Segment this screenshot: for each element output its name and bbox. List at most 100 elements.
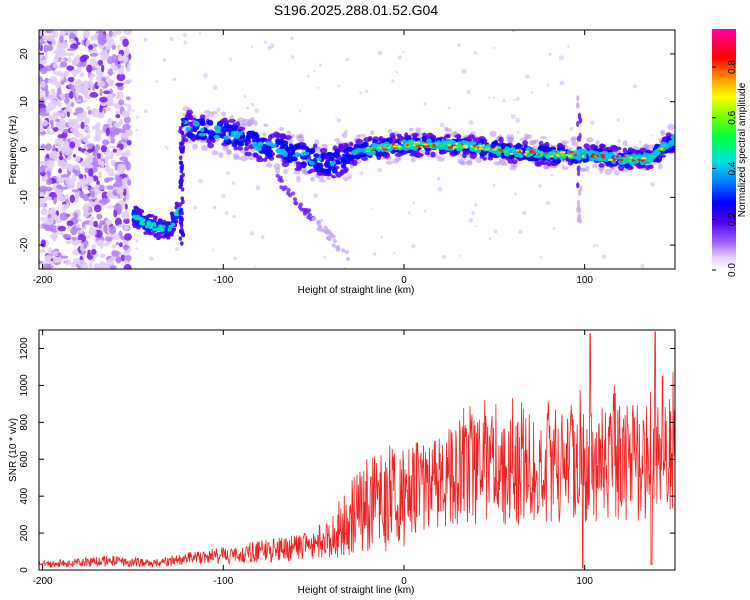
edge-blob: [181, 199, 185, 205]
ridge-core: [530, 149, 534, 152]
ridge-blob: [323, 162, 330, 168]
ridge-blob: [312, 143, 318, 149]
streak-blob: [323, 225, 328, 230]
noise-blob: [45, 88, 49, 97]
sparse-dot: [457, 43, 461, 47]
edge-blob: [181, 123, 185, 128]
ridge-core: [388, 144, 393, 147]
colorbar-gradient: [712, 29, 736, 270]
ridge-core: [409, 141, 415, 144]
ridge-blob: [416, 153, 424, 157]
ridge-blob: [211, 150, 219, 156]
noise-blob: [110, 159, 117, 166]
sparse-dot: [380, 235, 384, 239]
ridge-core: [457, 145, 463, 148]
ridge-blob: [672, 141, 675, 146]
y-tick-label: 200: [19, 524, 30, 541]
snr-frame: [38, 329, 676, 571]
noise-blob: [51, 99, 58, 107]
low-feature-blob: [174, 212, 179, 217]
ridge-blob: [349, 142, 354, 147]
noise-blob: [70, 101, 75, 108]
noise-blob: [55, 118, 60, 123]
noise-blob: [82, 193, 90, 202]
sparse-dot: [411, 244, 416, 249]
ridge-blob: [629, 166, 634, 170]
ridge-blob: [354, 153, 361, 160]
noise-blob: [123, 225, 129, 231]
ridge-core: [448, 142, 452, 145]
ridge-core: [582, 153, 587, 156]
ridge-blob: [294, 152, 300, 158]
noise-blob: [69, 38, 75, 44]
noise-blob: [77, 259, 85, 266]
noise-blob: [59, 73, 68, 78]
ridge-core: [515, 149, 520, 152]
sparse-dot: [545, 201, 550, 205]
sparse-dot: [442, 255, 446, 259]
noise-blob: [39, 202, 45, 208]
noise-blob: [63, 107, 73, 115]
spectrogram-x-label: Height of straight line (km): [298, 285, 415, 296]
ridge-blob: [187, 114, 194, 120]
sparse-dot: [183, 40, 188, 45]
ridge-core: [656, 148, 662, 151]
ridge-blob: [221, 111, 227, 117]
ridge-blob: [355, 147, 363, 153]
ridge-blob: [216, 121, 224, 127]
ridge-core: [546, 155, 549, 158]
streak-blob: [344, 250, 349, 254]
ridge-core: [581, 155, 585, 158]
ridge-blob: [227, 124, 233, 130]
ridge-core: [550, 152, 556, 155]
noise-blob: [60, 80, 65, 85]
ridge-blob: [660, 131, 665, 137]
noise-blob: [40, 131, 47, 135]
noise-blob: [88, 201, 96, 207]
ridge-core: [392, 145, 398, 148]
noise-blob: [123, 264, 132, 269]
noise-blob: [44, 258, 51, 262]
spectrogram-y-label: Frequency (Hz): [8, 116, 19, 185]
noise-blob: [49, 119, 54, 125]
spike-blob: [576, 102, 580, 109]
noise-blob: [123, 250, 130, 256]
ridge-blob: [185, 126, 192, 132]
low-feature-blob: [156, 232, 161, 236]
ridge-core: [647, 159, 651, 162]
sparse-dot: [458, 254, 461, 257]
noise-blob: [99, 105, 103, 113]
sparse-dot: [513, 98, 516, 102]
ridge-core: [423, 143, 428, 146]
ridge-core: [368, 147, 373, 150]
noise-blob: [110, 265, 117, 269]
spectrogram-heatmap: [39, 30, 675, 269]
ridge-core: [629, 156, 633, 159]
streak-blob: [278, 175, 283, 180]
noise-blob: [115, 82, 124, 87]
ridge-blob: [228, 140, 233, 144]
sparse-dot: [131, 109, 135, 112]
low-feature-blob: [152, 227, 157, 232]
ridge-blob: [229, 115, 235, 121]
ridge-blob: [254, 146, 262, 152]
noise-blob: [93, 220, 98, 228]
sparse-dot: [365, 89, 369, 94]
ridge-core: [405, 144, 409, 147]
noise-blob: [46, 171, 52, 179]
ridge-blob: [394, 140, 400, 145]
noise-blob: [73, 212, 78, 219]
noise-blob: [112, 234, 121, 240]
spike-blob: [578, 118, 582, 124]
ridge-blob: [204, 110, 211, 114]
low-feature-blob: [158, 218, 163, 222]
noise-blob: [39, 260, 43, 264]
streak-blob: [341, 248, 346, 253]
x-tick-label: 100: [576, 576, 593, 587]
noise-blob: [57, 163, 63, 167]
ridge-blob: [645, 144, 654, 150]
streak-blob: [332, 239, 338, 243]
noise-blob: [60, 161, 70, 170]
ridge-blob: [296, 163, 302, 170]
